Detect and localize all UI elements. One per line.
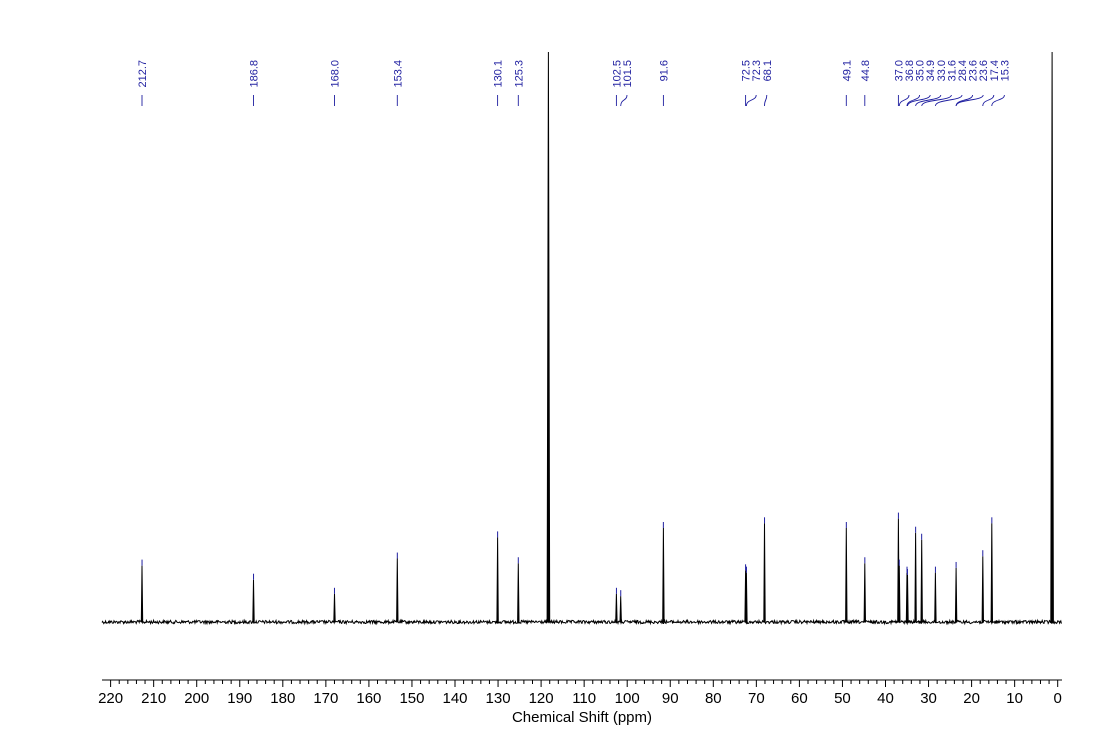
x-tick-label: 110 (572, 690, 596, 707)
peak-shift-label: 28.4 (957, 60, 969, 81)
peak-label-connector (991, 94, 1005, 107)
peak-label-connector (982, 94, 995, 107)
x-tick-label: 160 (356, 690, 381, 707)
x-tick-label: 30 (920, 690, 937, 707)
x-tick-label: 200 (184, 690, 209, 707)
peak-shift-label: 34.9 (925, 60, 937, 81)
x-axis-title: Chemical Shift (ppm) (512, 709, 652, 726)
peak-shift-label: 101.5 (622, 60, 634, 88)
peak (140, 565, 144, 623)
peak-shift-label: 72.3 (751, 60, 763, 81)
peak-shift-label: 35.0 (915, 60, 927, 81)
peak (863, 563, 867, 623)
peak-label-connector (955, 94, 984, 107)
x-tick-label: 140 (442, 690, 467, 707)
peak-shift-label: 23.6 (978, 60, 990, 81)
x-tick-label: 130 (486, 690, 511, 707)
x-tick-label: 100 (615, 690, 640, 707)
peak-shift-label: 102.5 (611, 60, 623, 88)
x-tick-label: 190 (227, 690, 252, 707)
peak (252, 579, 255, 623)
x-tick-label: 60 (791, 690, 808, 707)
peak-shift-label: 153.4 (392, 60, 404, 88)
peak-shift-label: 68.1 (762, 60, 774, 81)
x-tick-label: 50 (834, 690, 851, 707)
peak-label-connector (915, 94, 942, 107)
peak (898, 565, 901, 623)
peak (745, 572, 748, 623)
peak-shift-label: 186.8 (249, 60, 261, 88)
peak (914, 532, 917, 623)
peak-shift-label: 91.6 (658, 60, 670, 81)
peak-shift-label: 37.0 (893, 60, 905, 81)
peak-shift-label: 31.6 (946, 60, 958, 81)
x-tick-label: 70 (748, 690, 765, 707)
peak (1050, 51, 1054, 623)
x-tick-label: 210 (141, 690, 166, 707)
x-tick-label: 170 (313, 690, 338, 707)
x-tick-label: 180 (270, 690, 295, 707)
peak (662, 527, 665, 623)
peak (845, 527, 848, 623)
peak-shift-label: 212.7 (137, 60, 149, 88)
peak (990, 523, 994, 623)
peak (517, 563, 520, 623)
peak-shift-label: 15.3 (999, 60, 1011, 81)
peak-shift-label: 17.4 (989, 60, 1001, 81)
peak-shift-label: 36.8 (904, 60, 916, 81)
peak-shift-label: 168.0 (330, 60, 342, 88)
peak-label-connector (898, 94, 910, 107)
peak-shift-label: 33.0 (936, 60, 948, 81)
peak-label-layer: 212.7 186.8 168.0 153.4 130.1 125.3 102.5101.5… (137, 60, 1011, 88)
x-tick-label: 150 (399, 690, 424, 707)
peak-label-connector (921, 94, 952, 107)
x-tick-label: 220 (98, 690, 123, 707)
peak-label-connector (620, 94, 628, 107)
peak-label-connector (745, 94, 757, 107)
x-tick-label: 20 (963, 690, 980, 707)
peak (496, 537, 499, 623)
peak (763, 523, 766, 623)
plot-area (101, 51, 1062, 626)
peak-shift-label: 44.8 (860, 60, 872, 81)
peak-label-connector (934, 94, 963, 107)
peak-shift-label: 125.3 (513, 60, 525, 88)
peak-label-connector (907, 94, 931, 107)
peak (396, 558, 399, 623)
peak (920, 539, 923, 623)
peak-shift-label: 72.5 (741, 60, 753, 81)
peak (906, 574, 909, 623)
x-tick-label: 90 (662, 690, 679, 707)
baseline-noise (101, 618, 1062, 626)
x-tick-label: 40 (877, 690, 894, 707)
x-axis: 220 210 200 190 180 170 160 150 140 130 120 110 100 9… (98, 679, 1062, 707)
peak-shift-label: 49.1 (841, 60, 853, 81)
peak (333, 593, 336, 623)
peak-label-connectors (141, 94, 1005, 107)
peak (546, 51, 551, 623)
peak-shift-label: 23.6 (968, 60, 980, 81)
x-tick-label: 80 (705, 690, 722, 707)
peak (619, 596, 622, 623)
peak (934, 572, 937, 623)
peak (981, 556, 985, 623)
peak (954, 567, 958, 623)
peak-label-connector (764, 94, 768, 107)
x-tick-label: 120 (529, 690, 554, 707)
x-tick-label: 0 (1054, 690, 1062, 707)
peak-label-connector (906, 94, 921, 107)
x-tick-label: 10 (1006, 690, 1023, 707)
peak (615, 593, 618, 623)
peak-shift-label: 130.1 (493, 60, 505, 88)
